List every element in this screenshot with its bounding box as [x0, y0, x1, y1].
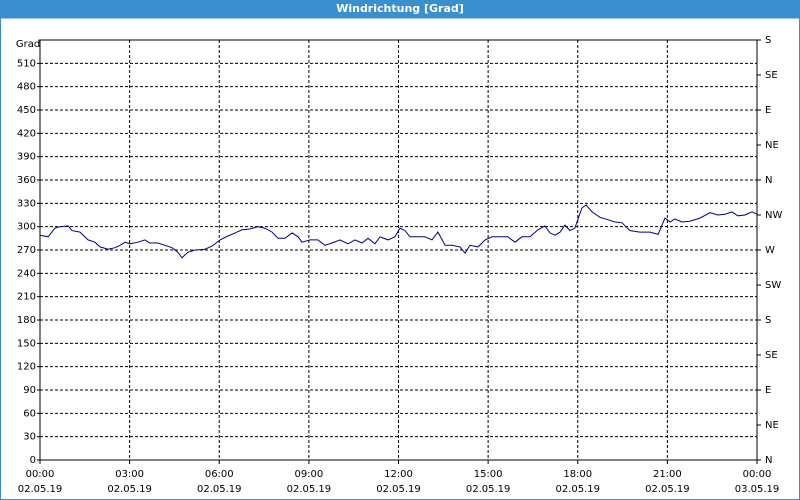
x-tick-label: 02.05.19	[197, 484, 242, 495]
x-tick-label: 02.05.19	[376, 484, 421, 495]
y2-tick-label: S	[765, 315, 771, 326]
y-axis-label: Grad	[16, 39, 40, 50]
y-tick-label: 30	[23, 432, 36, 443]
y2-tick-label: W	[765, 245, 775, 256]
x-tick-label: 02.05.19	[555, 484, 600, 495]
y2-tick-label: E	[765, 105, 771, 116]
y-tick-label: 390	[17, 152, 36, 163]
x-tick-label: 00:00	[26, 469, 55, 480]
x-tick-label: 15:00	[474, 469, 503, 480]
y-tick-label: 60	[23, 408, 36, 419]
x-tick-label: 21:00	[653, 469, 682, 480]
y-tick-label: 120	[17, 362, 36, 373]
y2-tick-label: NE	[765, 140, 779, 151]
y-tick-label: 420	[17, 128, 36, 139]
y-tick-label: 270	[17, 245, 36, 256]
y2-tick-label: NW	[765, 210, 782, 221]
x-tick-label: 02.05.19	[18, 484, 63, 495]
x-tick-label: 12:00	[384, 469, 413, 480]
x-tick-label: 02.05.19	[287, 484, 332, 495]
x-tick-label: 02.05.19	[107, 484, 152, 495]
y2-tick-label: E	[765, 385, 771, 396]
title-bar	[0, 0, 800, 18]
x-tick-label: 02.05.19	[645, 484, 690, 495]
y-tick-label: 0	[30, 455, 36, 466]
y-tick-label: 360	[17, 175, 36, 186]
data-line	[39, 204, 758, 259]
y-tick-label: 240	[17, 268, 36, 279]
y-tick-label: 90	[23, 385, 36, 396]
y2-tick-label: SW	[765, 280, 781, 291]
y2-tick-label: N	[765, 175, 772, 186]
x-tick-label: 00:00	[743, 469, 772, 480]
x-tick-label: 09:00	[294, 469, 323, 480]
y-tick-label: 450	[17, 105, 36, 116]
y2-tick-label: N	[765, 455, 772, 466]
y-tick-label: 510	[17, 58, 36, 69]
y2-tick-label: NE	[765, 420, 779, 431]
x-tick-label: 03.05.19	[735, 484, 780, 495]
y-tick-label: 330	[17, 198, 36, 209]
x-tick-label: 02.05.19	[466, 484, 511, 495]
x-tick-label: 03:00	[115, 469, 144, 480]
plot-frame	[39, 39, 758, 461]
y2-tick-label: SE	[765, 70, 778, 81]
y-tick-label: 480	[17, 82, 36, 93]
window-title: Windrichtung [Grad]	[336, 2, 464, 15]
x-tick-label: 06:00	[205, 469, 234, 480]
y-tick-label: 150	[17, 338, 36, 349]
y2-tick-label: S	[765, 35, 771, 46]
y-tick-label: 210	[17, 292, 36, 303]
y2-tick-label: SE	[765, 350, 778, 361]
y-tick-label: 180	[17, 315, 36, 326]
x-tick-label: 18:00	[563, 469, 592, 480]
y-tick-label: 300	[17, 222, 36, 233]
